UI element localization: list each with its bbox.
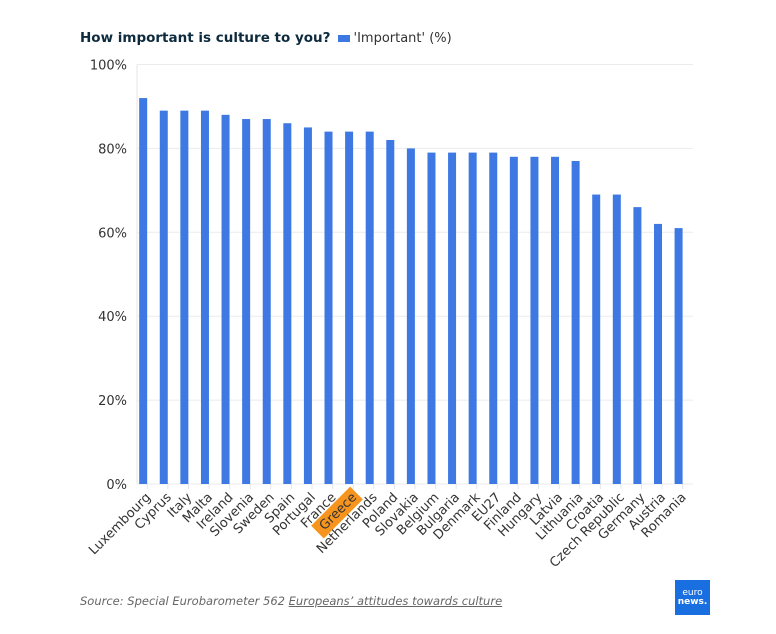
highlight-box	[311, 486, 363, 539]
bars	[139, 98, 684, 489]
bar	[530, 156, 539, 485]
bar	[283, 123, 292, 484]
y-tick-label: 0%	[106, 478, 127, 493]
source-link[interactable]: Europeans’ attitudes towards culture	[288, 594, 503, 608]
bar	[489, 152, 498, 484]
bar	[612, 194, 621, 485]
chart-title: How important is culture to you?	[80, 30, 331, 46]
y-tick-label: 60%	[98, 226, 127, 241]
bar	[551, 156, 560, 485]
bar	[324, 131, 333, 484]
logo-text-bottom: news.	[677, 596, 708, 607]
bar	[674, 228, 683, 484]
bar	[365, 131, 374, 484]
bar	[221, 114, 230, 484]
source-note: Source: Special Eurobarometer 562 Europe…	[80, 594, 502, 608]
legend-label: 'Important' (%)	[353, 30, 452, 46]
y-tick-label: 100%	[90, 59, 127, 74]
bar	[262, 119, 271, 484]
bar	[427, 152, 436, 484]
bar	[653, 223, 662, 484]
bar	[406, 148, 415, 484]
bar	[139, 98, 148, 484]
bar	[509, 156, 518, 485]
bar	[200, 110, 209, 485]
y-axis-ticks: 0% 20% 40% 60% 80% 100%	[90, 59, 127, 494]
bar	[345, 131, 354, 484]
legend-swatch	[337, 34, 350, 42]
bar	[386, 140, 395, 484]
bar	[159, 110, 168, 485]
x-axis-labels: LuxembourgCyprusItalyMaltaIrelandSloveni…	[86, 486, 690, 571]
y-tick-label: 40%	[98, 310, 127, 325]
bar	[571, 160, 580, 485]
bar	[180, 110, 189, 485]
chart-header: How important is culture to you? 'Import…	[80, 30, 452, 46]
y-tick-label: 80%	[98, 142, 127, 157]
source-prefix: Source: Special Eurobarometer 562	[80, 594, 289, 608]
bar	[448, 152, 457, 484]
euronews-logo[interactable]: euro news.	[675, 580, 710, 615]
y-tick-label: 20%	[98, 394, 127, 409]
gridlines	[136, 64, 693, 485]
bar	[242, 119, 251, 484]
logo-text-top: euro	[682, 587, 703, 598]
legend: 'Important' (%)	[337, 30, 452, 46]
bar	[633, 207, 642, 484]
bar	[468, 152, 477, 484]
bar	[303, 127, 312, 485]
bar	[592, 194, 601, 485]
